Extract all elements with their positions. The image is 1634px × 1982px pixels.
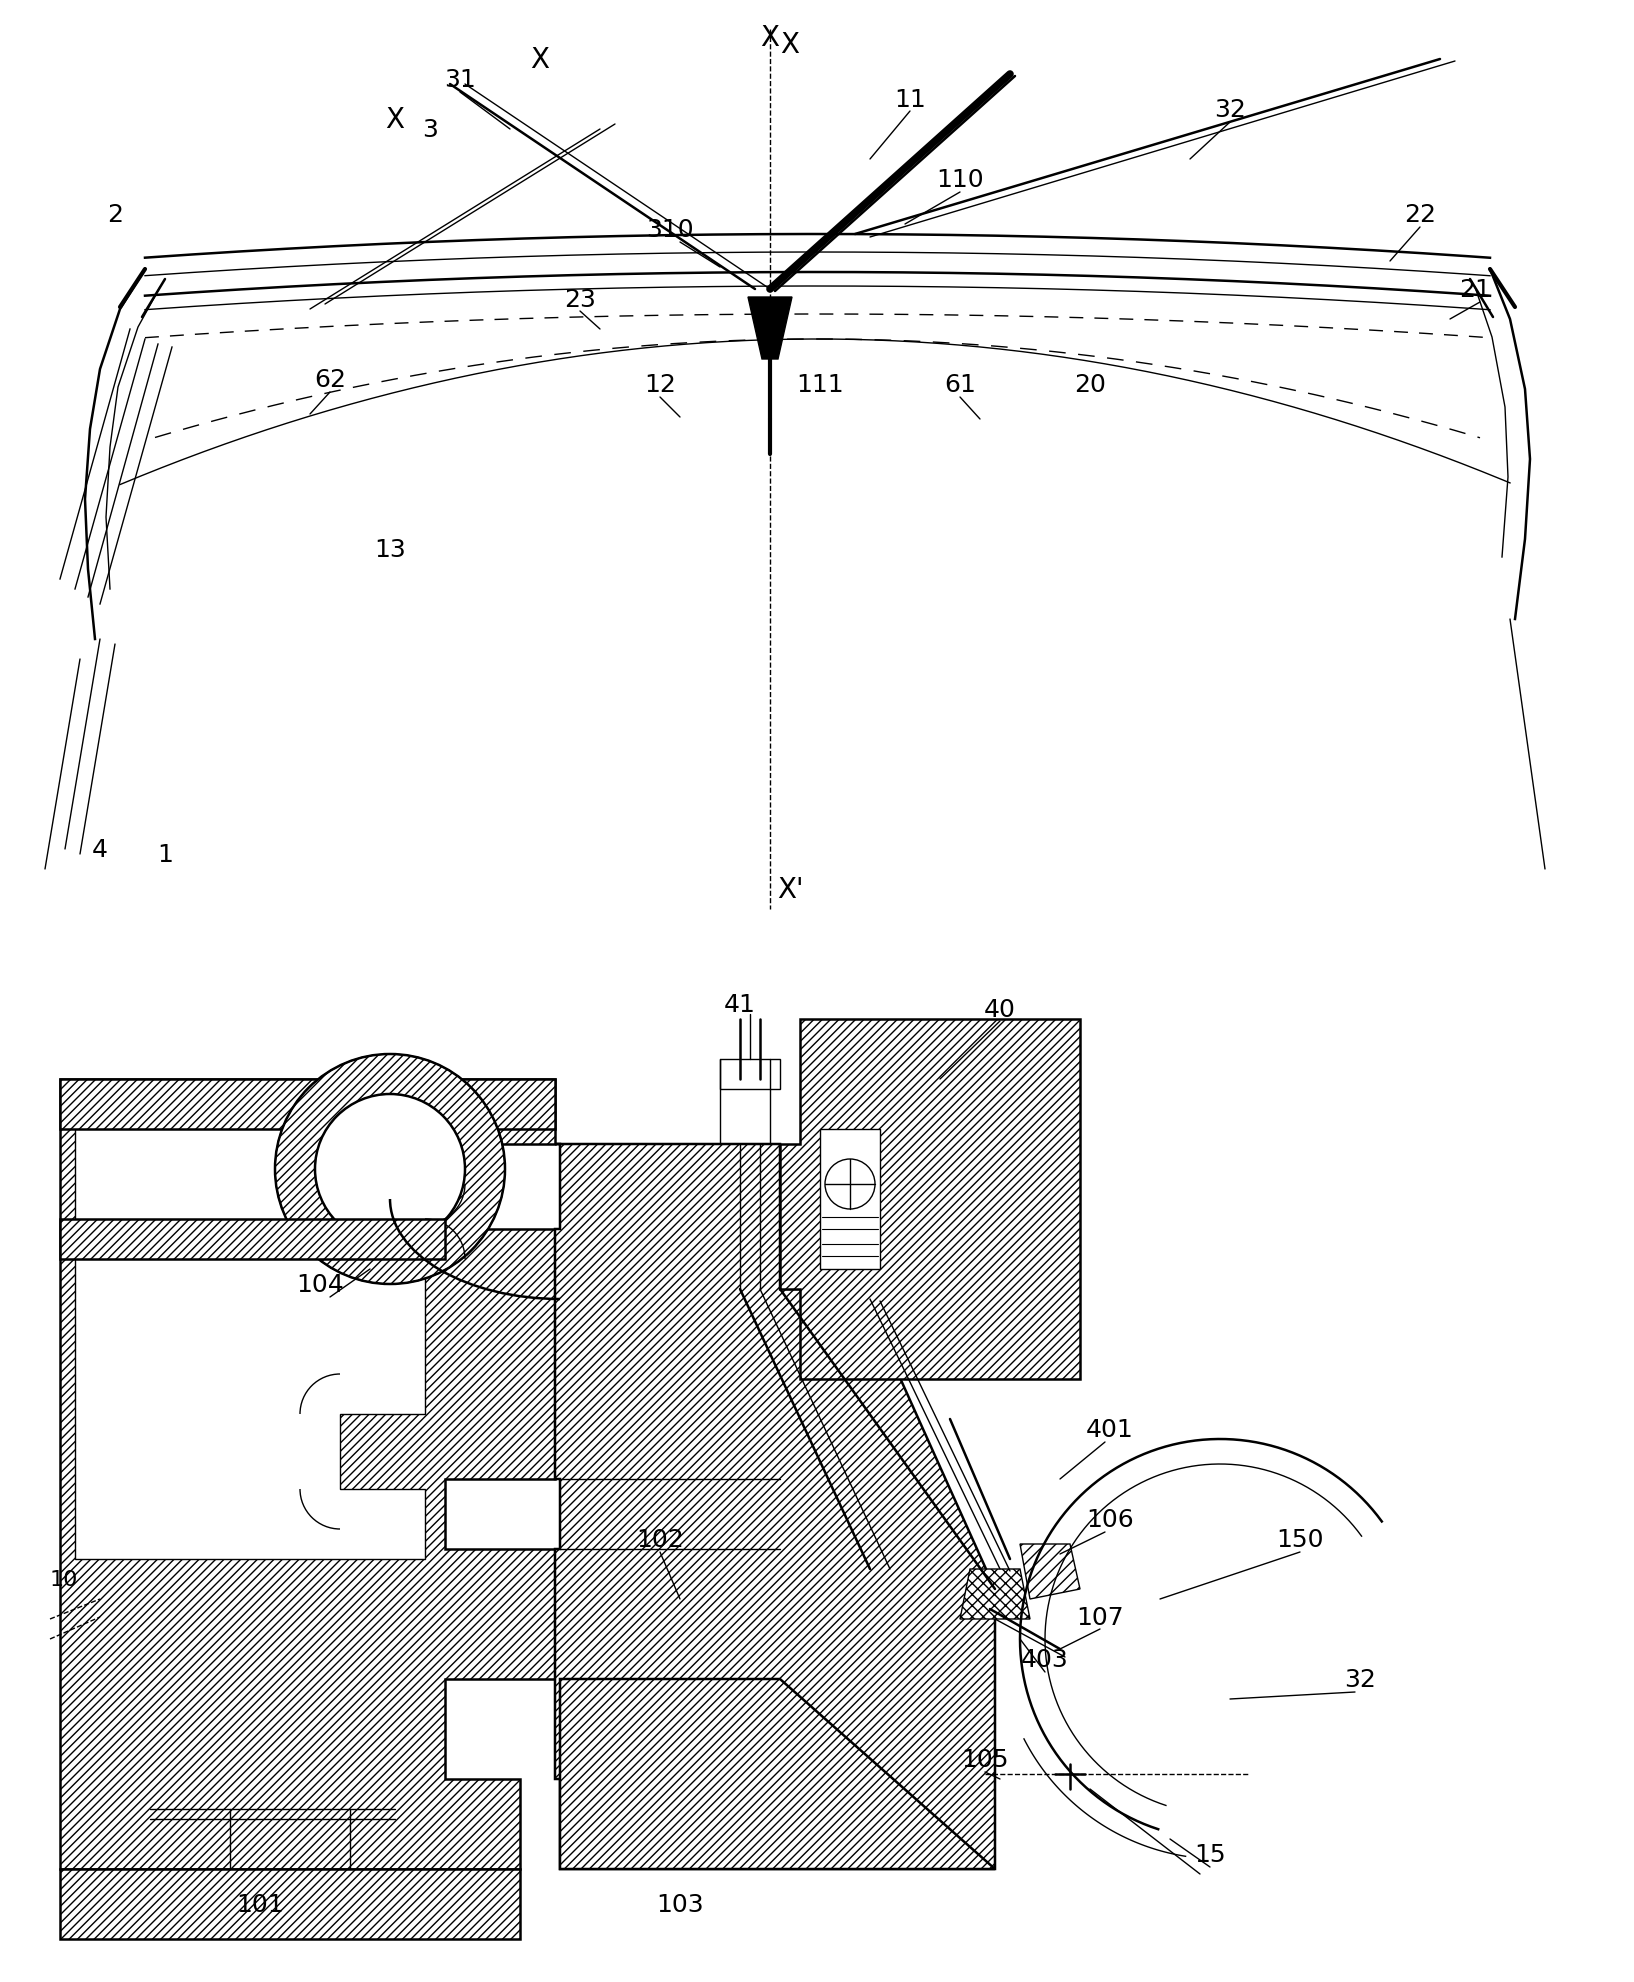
Text: 4: 4 (92, 838, 108, 862)
Text: X: X (781, 32, 799, 59)
Circle shape (315, 1094, 466, 1245)
Text: X': X' (776, 876, 804, 904)
Text: 32: 32 (1345, 1667, 1376, 1691)
Text: 103: 103 (657, 1893, 704, 1917)
Text: 1: 1 (157, 842, 173, 866)
Text: 2: 2 (106, 202, 123, 226)
Text: X: X (531, 46, 549, 73)
Polygon shape (961, 1570, 1029, 1619)
Text: 22: 22 (1404, 202, 1436, 226)
Text: 21: 21 (1459, 277, 1490, 301)
Text: 106: 106 (1087, 1506, 1134, 1532)
Text: 61: 61 (944, 373, 975, 396)
Text: 15: 15 (1194, 1841, 1226, 1867)
Circle shape (825, 1159, 874, 1209)
Polygon shape (748, 297, 792, 361)
Text: 401: 401 (1087, 1417, 1134, 1441)
Text: 31: 31 (444, 67, 475, 91)
Text: 40: 40 (984, 997, 1016, 1021)
Text: 11: 11 (894, 87, 926, 111)
Text: 403: 403 (1021, 1647, 1069, 1671)
Polygon shape (60, 1080, 565, 1869)
Polygon shape (75, 1100, 425, 1560)
Polygon shape (60, 1080, 556, 1130)
Text: 20: 20 (1074, 373, 1106, 396)
Text: 62: 62 (314, 369, 346, 392)
Text: 104: 104 (296, 1272, 343, 1296)
Text: 12: 12 (644, 373, 676, 396)
Text: 107: 107 (1077, 1605, 1124, 1629)
Text: 23: 23 (564, 287, 596, 311)
Text: 110: 110 (936, 168, 984, 192)
Text: 150: 150 (1276, 1528, 1324, 1552)
Polygon shape (556, 1144, 995, 1869)
Text: 13: 13 (374, 537, 405, 561)
Polygon shape (779, 1019, 1080, 1379)
Text: 32: 32 (1214, 97, 1247, 123)
Polygon shape (721, 1060, 779, 1090)
Text: 102: 102 (636, 1528, 685, 1552)
Text: X: X (386, 105, 405, 135)
Text: 105: 105 (961, 1746, 1008, 1772)
Text: 101: 101 (237, 1893, 284, 1917)
Text: 41: 41 (724, 993, 757, 1017)
Polygon shape (820, 1130, 881, 1268)
Polygon shape (1020, 1544, 1080, 1599)
Polygon shape (60, 1219, 444, 1259)
Text: 111: 111 (796, 373, 843, 396)
Text: 3: 3 (422, 119, 438, 143)
Text: X: X (760, 24, 779, 52)
Text: 310: 310 (645, 218, 694, 242)
Polygon shape (560, 1679, 995, 1869)
Circle shape (275, 1054, 505, 1284)
Text: 10: 10 (51, 1570, 78, 1590)
Polygon shape (60, 1869, 520, 1938)
